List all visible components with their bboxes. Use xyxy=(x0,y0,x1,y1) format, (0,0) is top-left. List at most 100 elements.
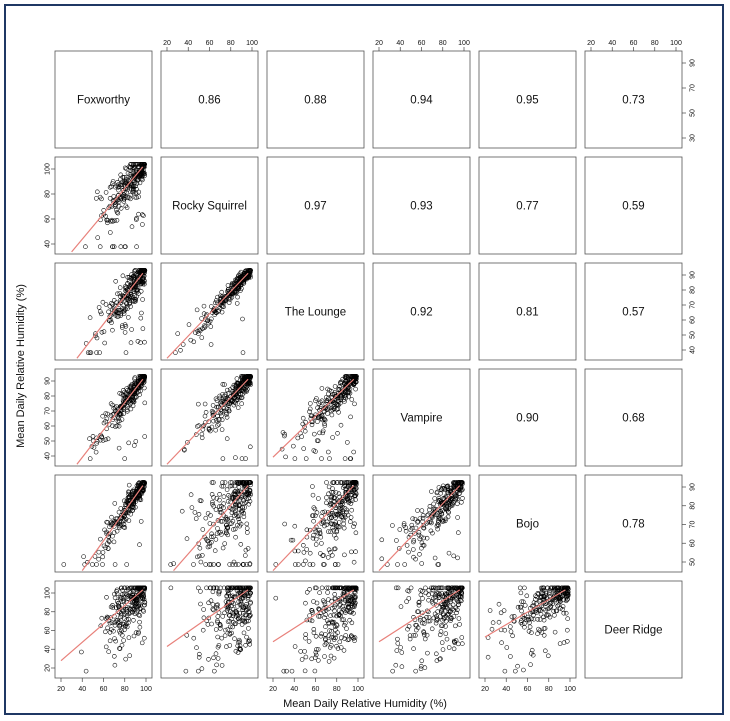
data-point xyxy=(247,642,253,647)
data-point xyxy=(433,620,439,626)
data-point xyxy=(546,653,551,659)
x-tick-label: 60 xyxy=(524,686,532,693)
data-point xyxy=(456,530,461,535)
data-point xyxy=(197,498,203,503)
data-point xyxy=(518,590,524,596)
data-point xyxy=(315,647,321,652)
data-point xyxy=(321,562,326,567)
data-point xyxy=(448,485,454,491)
data-point xyxy=(124,612,130,618)
data-point xyxy=(216,591,222,597)
data-point xyxy=(232,621,238,627)
panel-r4-c1 xyxy=(160,474,259,573)
y-tick-label: 70 xyxy=(45,407,52,415)
data-point xyxy=(239,401,244,406)
data-point xyxy=(97,244,103,249)
data-point xyxy=(519,599,524,604)
scatter-points xyxy=(168,480,253,572)
data-point xyxy=(85,350,91,355)
data-point xyxy=(519,618,524,623)
data-point xyxy=(351,611,356,616)
data-point xyxy=(195,424,200,429)
data-point xyxy=(201,423,207,428)
data-point xyxy=(541,594,546,599)
data-point xyxy=(240,316,245,322)
data-point xyxy=(423,585,428,591)
data-point xyxy=(116,423,122,429)
data-point xyxy=(224,487,230,492)
data-point xyxy=(94,441,99,446)
panel-r0-c3 xyxy=(372,50,471,149)
data-point xyxy=(436,585,441,591)
panel-frame xyxy=(478,50,577,149)
data-point xyxy=(411,538,417,543)
data-point xyxy=(326,404,331,410)
data-point xyxy=(201,607,206,612)
data-point xyxy=(435,499,441,505)
data-point xyxy=(202,325,207,331)
data-point xyxy=(339,514,345,519)
site-label: Foxworthy xyxy=(77,95,130,107)
data-point xyxy=(557,597,562,603)
data-point xyxy=(117,628,122,634)
data-point xyxy=(319,456,324,461)
data-point xyxy=(219,417,225,423)
data-point xyxy=(202,413,208,419)
data-point xyxy=(334,585,339,591)
data-point xyxy=(326,606,331,612)
data-point xyxy=(217,492,222,497)
data-point xyxy=(110,302,115,307)
data-point xyxy=(327,628,332,633)
data-point xyxy=(175,331,180,336)
data-point xyxy=(312,585,318,591)
panel-r1-c3 xyxy=(372,156,471,255)
data-point xyxy=(126,489,132,495)
data-point xyxy=(234,286,239,291)
data-point xyxy=(96,305,102,310)
data-point xyxy=(413,633,418,638)
data-point xyxy=(240,350,246,355)
data-point xyxy=(138,519,144,524)
data-point xyxy=(142,586,148,592)
data-point xyxy=(309,422,315,428)
data-point xyxy=(90,562,95,567)
data-point xyxy=(333,562,338,567)
data-point xyxy=(323,605,329,610)
correlation-label: 0.92 xyxy=(410,307,432,319)
data-point xyxy=(206,320,211,326)
data-point xyxy=(134,216,139,221)
data-point xyxy=(330,480,335,485)
data-point xyxy=(139,640,145,646)
data-point xyxy=(343,598,348,603)
data-point xyxy=(273,562,279,567)
data-point xyxy=(108,230,113,235)
data-point xyxy=(304,527,310,533)
data-point xyxy=(445,611,451,617)
data-point xyxy=(344,608,349,613)
data-point xyxy=(116,184,122,189)
data-point xyxy=(245,546,251,551)
data-point xyxy=(533,593,538,599)
data-point xyxy=(121,393,127,398)
x-tick-label: 60 xyxy=(206,40,214,47)
data-point xyxy=(352,635,358,640)
data-point xyxy=(142,385,147,391)
data-point xyxy=(240,596,246,601)
data-point xyxy=(243,643,248,648)
data-point xyxy=(116,310,122,316)
data-point xyxy=(326,484,332,490)
data-point xyxy=(112,662,118,668)
data-point xyxy=(122,611,127,617)
data-point xyxy=(460,496,465,501)
scatter-points xyxy=(76,268,148,359)
data-point xyxy=(118,405,124,410)
fit-line xyxy=(76,272,144,359)
data-point xyxy=(141,170,146,176)
data-point xyxy=(502,668,508,674)
y-tick-label: 80 xyxy=(45,608,52,616)
data-point xyxy=(440,618,445,623)
data-point xyxy=(210,403,216,408)
data-point xyxy=(326,391,331,397)
data-point xyxy=(87,456,93,461)
data-point xyxy=(521,667,526,673)
